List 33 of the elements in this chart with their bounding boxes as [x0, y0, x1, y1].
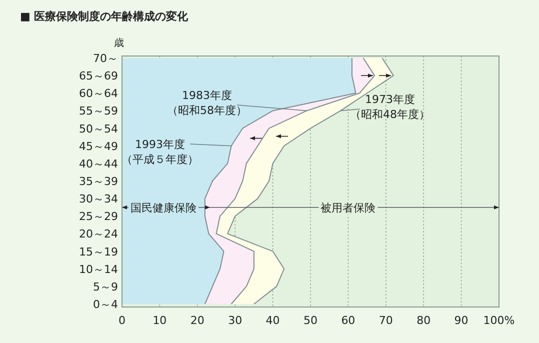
y-tick-label: 60～64: [79, 87, 118, 100]
x-tick-label: 20: [190, 314, 204, 327]
y-tick-label: 45～49: [79, 140, 118, 153]
series-label: 1993年度（平成５年度）: [122, 138, 198, 166]
series-label: 1983年度（昭和58年度）: [167, 89, 247, 117]
x-tick-label: 80: [416, 314, 431, 327]
y-tick-label: 50～54: [79, 122, 118, 136]
annotation: 被用者保険: [320, 201, 376, 214]
y-tick-label: 20～24: [79, 228, 118, 241]
x-tick-label: 10: [152, 314, 167, 327]
x-tick-label: 50: [304, 314, 318, 327]
y-tick-label: 15～19: [79, 245, 118, 258]
chart-title: ■ 医療保険制度の年齢構成の変化: [20, 10, 190, 23]
y-tick-label: 5～9: [93, 280, 118, 294]
y-tick-label: 65～69: [79, 70, 118, 83]
series-label: 1973年度（昭和48年度）: [350, 93, 430, 121]
y-axis-title: 歳: [114, 37, 124, 49]
y-tick-label: 0～4: [93, 298, 118, 311]
y-tick-label: 55～59: [79, 104, 118, 118]
x-tick-label: 70: [378, 314, 393, 327]
annotation: 国民健康保険: [130, 201, 196, 214]
y-tick-label: 35～39: [79, 175, 118, 188]
y-tick-label: 10～14: [79, 262, 118, 276]
x-tick-label: 40: [266, 314, 280, 327]
x-tick-label: 60: [341, 314, 356, 327]
x-tick-label: 30: [228, 314, 242, 327]
y-tick-label: 30～34: [79, 192, 118, 206]
x-tick-label: 100%: [483, 314, 515, 327]
y-tick-label: 70～: [93, 52, 118, 65]
y-tick-label: 25～29: [79, 210, 118, 224]
x-tick-label: 0: [118, 314, 126, 327]
x-tick-label: 90: [454, 314, 468, 327]
y-tick-label: 40～44: [79, 157, 118, 170]
